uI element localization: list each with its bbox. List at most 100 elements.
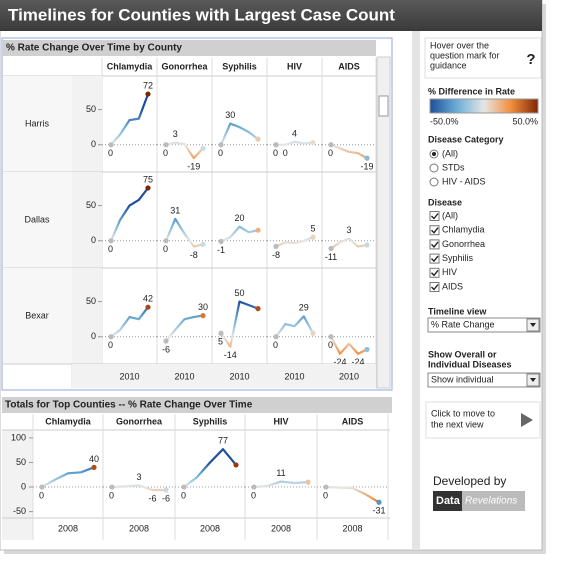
row-label-bg <box>3 268 72 364</box>
line <box>165 314 204 342</box>
value-label: 0 <box>273 340 278 350</box>
line <box>275 315 314 338</box>
value-label: 0 <box>328 148 333 158</box>
page-title: Timelines for Counties with Largest Case… <box>8 5 395 24</box>
point <box>328 245 334 252</box>
value-label: 4 <box>292 128 297 138</box>
line <box>110 306 149 338</box>
checkbox-label: Gonorrhea <box>442 239 485 249</box>
point <box>200 313 206 319</box>
x-tick-label: 2008 <box>200 523 220 533</box>
point <box>163 487 169 493</box>
column-header: AIDS <box>338 61 360 71</box>
x-tick-label: 2008 <box>271 523 291 533</box>
x-axis-bg <box>72 364 376 388</box>
radio-dot <box>432 152 436 156</box>
line <box>183 448 237 488</box>
y-tick-label: 50 <box>86 296 96 306</box>
point <box>310 330 316 336</box>
point <box>200 145 206 151</box>
row-label: Harris <box>25 118 49 128</box>
line <box>111 484 166 492</box>
logo-revelations: Revelations <box>465 496 517 507</box>
line <box>110 93 150 146</box>
column-header: Chlamydia <box>107 61 154 71</box>
value-label: 30 <box>225 110 235 120</box>
value-label: 0 <box>283 148 288 158</box>
point <box>255 227 261 233</box>
y-tick-label: -50 <box>13 506 26 516</box>
y-tick-label: 0 <box>91 235 96 245</box>
point <box>108 334 114 340</box>
checkbox[interactable] <box>429 282 440 292</box>
radio[interactable] <box>429 163 439 173</box>
checkbox[interactable] <box>429 239 440 250</box>
value-label: -1 <box>217 245 225 255</box>
help-text: guidance <box>430 60 467 70</box>
line <box>41 466 95 488</box>
value-label: 40 <box>89 454 99 464</box>
logo-band <box>462 491 525 511</box>
x-tick-label: 2010 <box>229 371 249 381</box>
value-label: 30 <box>198 302 208 312</box>
arrow-glyph <box>530 378 536 382</box>
line <box>109 187 149 242</box>
line <box>330 143 368 160</box>
point <box>108 142 114 148</box>
scroll-thumb[interactable] <box>378 95 389 117</box>
value-label: 0 <box>181 490 186 500</box>
value-label: 0 <box>328 340 333 350</box>
point <box>181 484 187 490</box>
checkbox-label: HIV <box>442 267 457 277</box>
checkbox[interactable] <box>429 267 440 278</box>
column-header: HIV <box>287 61 302 71</box>
point <box>163 338 169 344</box>
next-arrow[interactable] <box>521 413 533 427</box>
top-chart-header <box>3 40 376 56</box>
axis-bg <box>72 172 102 268</box>
developed-by: Developed by <box>433 474 506 488</box>
checkbox[interactable] <box>429 253 440 264</box>
check <box>431 227 439 234</box>
timeline-select[interactable] <box>427 317 541 333</box>
value-label: 0 <box>108 148 113 158</box>
point <box>255 306 261 312</box>
checkbox-label: (All) <box>442 210 458 220</box>
line <box>276 140 314 146</box>
check <box>431 213 439 220</box>
value-label: 0 <box>39 490 44 500</box>
radio-label: STDs <box>442 162 465 172</box>
help-icon[interactable]: ? <box>526 51 535 68</box>
line <box>330 336 368 355</box>
axis-bg <box>2 430 33 540</box>
overall-select[interactable] <box>427 372 541 388</box>
point <box>328 142 334 148</box>
value-label: 50 <box>234 288 244 298</box>
value-label: 31 <box>170 205 180 215</box>
column-header: AIDS <box>342 416 364 426</box>
radio[interactable] <box>429 177 439 187</box>
checkbox[interactable] <box>429 225 440 236</box>
timeline-title: Timeline view <box>428 306 487 316</box>
point <box>39 484 45 490</box>
line <box>220 225 259 243</box>
column-header: Gonorrhea <box>116 416 163 426</box>
y-tick-label: 0 <box>21 481 26 491</box>
scrollbar[interactable] <box>376 56 391 389</box>
checkbox[interactable] <box>429 211 440 221</box>
line <box>219 122 259 146</box>
value-label: 0 <box>251 490 256 500</box>
point <box>218 238 224 245</box>
y-tick-label: 0 <box>91 139 96 149</box>
column-header: Syphilis <box>193 416 228 426</box>
value-label: -14 <box>224 350 237 360</box>
point <box>251 484 257 490</box>
point <box>108 238 114 244</box>
logo-data: Data <box>436 495 461 507</box>
value-label: -31 <box>372 506 385 516</box>
next-view-text: Click to move to <box>431 408 495 418</box>
point <box>163 238 169 244</box>
checkbox-label: Chlamydia <box>442 225 485 235</box>
top-chart-title: % Rate Change Over Time by County <box>6 43 182 54</box>
